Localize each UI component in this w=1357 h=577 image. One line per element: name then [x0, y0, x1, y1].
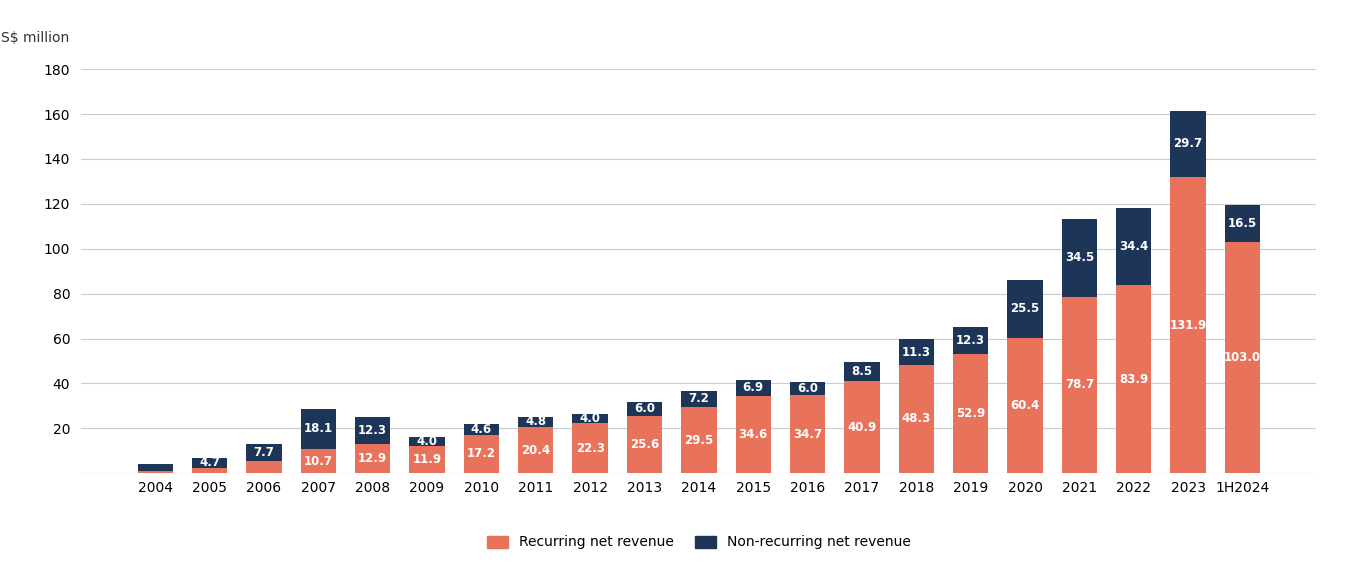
Bar: [1171, 177, 1206, 473]
Text: 29.5: 29.5: [684, 433, 714, 447]
Text: 4.0: 4.0: [417, 436, 437, 448]
Bar: [953, 354, 988, 473]
Bar: [137, 471, 172, 473]
Text: 11.3: 11.3: [902, 346, 931, 358]
Bar: [1061, 219, 1096, 297]
Bar: [790, 382, 825, 395]
Bar: [735, 395, 771, 473]
Text: 11.9: 11.9: [413, 454, 441, 466]
Text: 34.5: 34.5: [1065, 252, 1094, 264]
Text: 18.1: 18.1: [304, 422, 332, 435]
Text: 34.4: 34.4: [1120, 240, 1148, 253]
Bar: [1225, 205, 1261, 242]
Text: 4.8: 4.8: [525, 415, 547, 429]
Bar: [301, 409, 337, 449]
Text: 83.9: 83.9: [1120, 373, 1148, 385]
Bar: [681, 391, 716, 407]
Bar: [1225, 242, 1261, 473]
Bar: [844, 362, 879, 381]
Bar: [1061, 297, 1096, 473]
Text: 25.5: 25.5: [1011, 302, 1039, 316]
Text: 12.3: 12.3: [358, 424, 387, 437]
Bar: [191, 458, 227, 468]
Bar: [573, 414, 608, 423]
Bar: [356, 444, 391, 473]
Text: 6.0: 6.0: [634, 403, 655, 415]
Text: 6.9: 6.9: [742, 381, 764, 394]
Text: 25.6: 25.6: [630, 438, 660, 451]
Bar: [518, 428, 554, 473]
Bar: [681, 407, 716, 473]
Text: 7.2: 7.2: [688, 392, 710, 406]
Text: 4.6: 4.6: [471, 423, 493, 436]
Bar: [1007, 280, 1042, 338]
Text: 20.4: 20.4: [521, 444, 551, 457]
Bar: [898, 365, 934, 473]
Bar: [844, 381, 879, 473]
Bar: [356, 417, 391, 444]
Text: 29.7: 29.7: [1174, 137, 1202, 151]
Text: 12.3: 12.3: [957, 334, 985, 347]
Text: 78.7: 78.7: [1065, 379, 1094, 391]
Bar: [790, 395, 825, 473]
Text: S$ million: S$ million: [1, 31, 69, 45]
Text: 12.9: 12.9: [358, 452, 387, 465]
Bar: [301, 449, 337, 473]
Text: 17.2: 17.2: [467, 447, 495, 460]
Bar: [1115, 285, 1152, 473]
Bar: [1115, 208, 1152, 285]
Text: 34.6: 34.6: [738, 428, 768, 441]
Text: 131.9: 131.9: [1170, 319, 1206, 332]
Bar: [627, 402, 662, 415]
Text: 22.3: 22.3: [575, 441, 605, 455]
Text: 6.0: 6.0: [797, 382, 818, 395]
Bar: [735, 380, 771, 395]
Text: 4.0: 4.0: [579, 412, 601, 425]
Text: 10.7: 10.7: [304, 455, 332, 467]
Bar: [246, 444, 282, 462]
Bar: [464, 424, 499, 434]
Text: 16.5: 16.5: [1228, 217, 1257, 230]
Text: 60.4: 60.4: [1011, 399, 1039, 412]
Text: 8.5: 8.5: [851, 365, 873, 379]
Text: 7.7: 7.7: [254, 447, 274, 459]
Text: 40.9: 40.9: [847, 421, 877, 434]
Bar: [898, 339, 934, 365]
Bar: [518, 417, 554, 428]
Bar: [1171, 111, 1206, 177]
Text: 4.7: 4.7: [199, 456, 220, 470]
Bar: [1007, 338, 1042, 473]
Text: 103.0: 103.0: [1224, 351, 1261, 364]
Text: 48.3: 48.3: [901, 413, 931, 425]
Text: 52.9: 52.9: [957, 407, 985, 420]
Bar: [627, 415, 662, 473]
Bar: [410, 447, 445, 473]
Bar: [137, 464, 172, 471]
Text: 34.7: 34.7: [792, 428, 822, 441]
Bar: [573, 423, 608, 473]
Bar: [246, 462, 282, 473]
Bar: [191, 468, 227, 473]
Bar: [953, 327, 988, 354]
Bar: [410, 437, 445, 447]
Bar: [464, 434, 499, 473]
Legend: Recurring net revenue, Non-recurring net revenue: Recurring net revenue, Non-recurring net…: [482, 530, 916, 555]
